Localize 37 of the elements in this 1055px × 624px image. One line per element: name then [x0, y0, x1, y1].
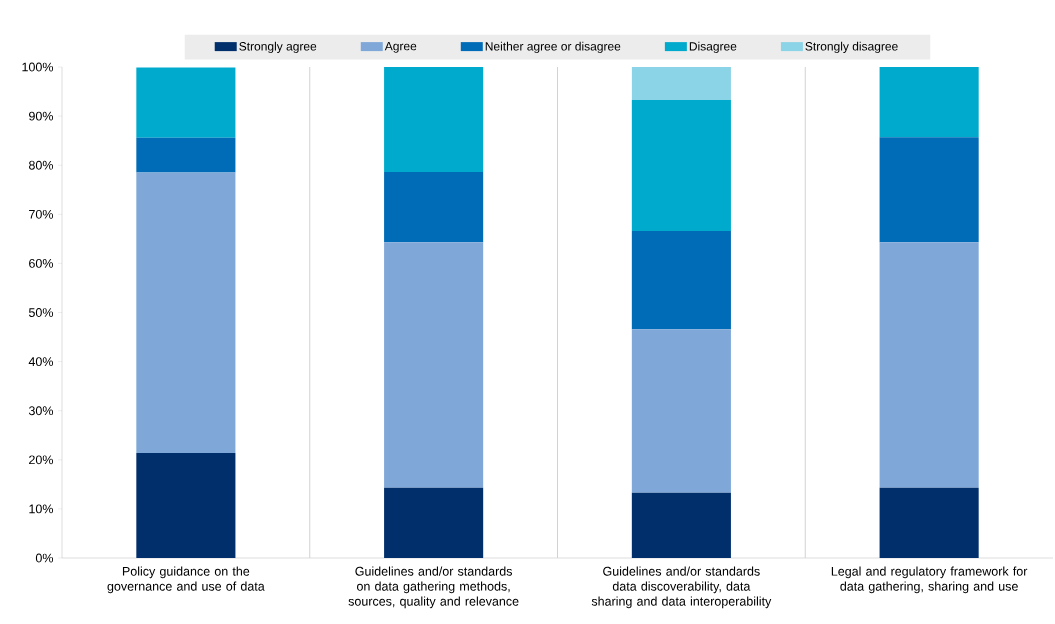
- y-tick-label: 90%: [29, 111, 54, 121]
- bar: [879, 67, 979, 138]
- y-tick-label: 30%: [28, 406, 54, 416]
- bar: [136, 172, 236, 453]
- y-tick-label: 20%: [29, 455, 54, 465]
- y-tick-label: 80%: [29, 160, 54, 170]
- bar: [879, 242, 979, 488]
- y-tick-label: 50%: [28, 308, 54, 317]
- bar: [631, 230, 731, 330]
- bar: [384, 487, 484, 558]
- y-tick-label: 100%: [22, 62, 54, 72]
- x-tick-label: Guidelines and/or standards on data gathering methods, sources, quality and relevance: [348, 566, 519, 609]
- bar: [879, 487, 979, 558]
- legend-label: Strongly agree: [239, 41, 317, 53]
- bar: [384, 172, 484, 243]
- legend-label: Strongly disagree: [805, 41, 898, 53]
- x-tick-label: Legal and regulatory framework for data gathering, sharing and use: [831, 566, 1028, 594]
- y-tick-label: 70%: [29, 209, 54, 219]
- y-tick-label: 40%: [28, 357, 54, 367]
- bar: [879, 137, 979, 243]
- x-tick-label: Policy guidance on the governance and use of data: [107, 566, 265, 594]
- bar: [631, 99, 731, 231]
- bar: [631, 329, 731, 493]
- y-tick-label: 60%: [29, 258, 54, 268]
- bar: [384, 242, 484, 488]
- bar: [384, 67, 484, 173]
- x-tick-label: Guidelines and/or standards data discoverability, data sharing and data interoperability: [591, 566, 772, 609]
- y-tick-label: 0%: [35, 553, 54, 563]
- bar: [631, 67, 731, 100]
- bar: [631, 492, 731, 558]
- legend-label: Neither agree or disagree: [485, 41, 621, 53]
- bar: [136, 452, 236, 558]
- legend-label: Disagree: [689, 41, 737, 53]
- bar: [136, 67, 236, 138]
- bar: [136, 137, 236, 173]
- legend-label: Agree: [384, 42, 417, 53]
- y-tick-label: 10%: [29, 504, 54, 514]
